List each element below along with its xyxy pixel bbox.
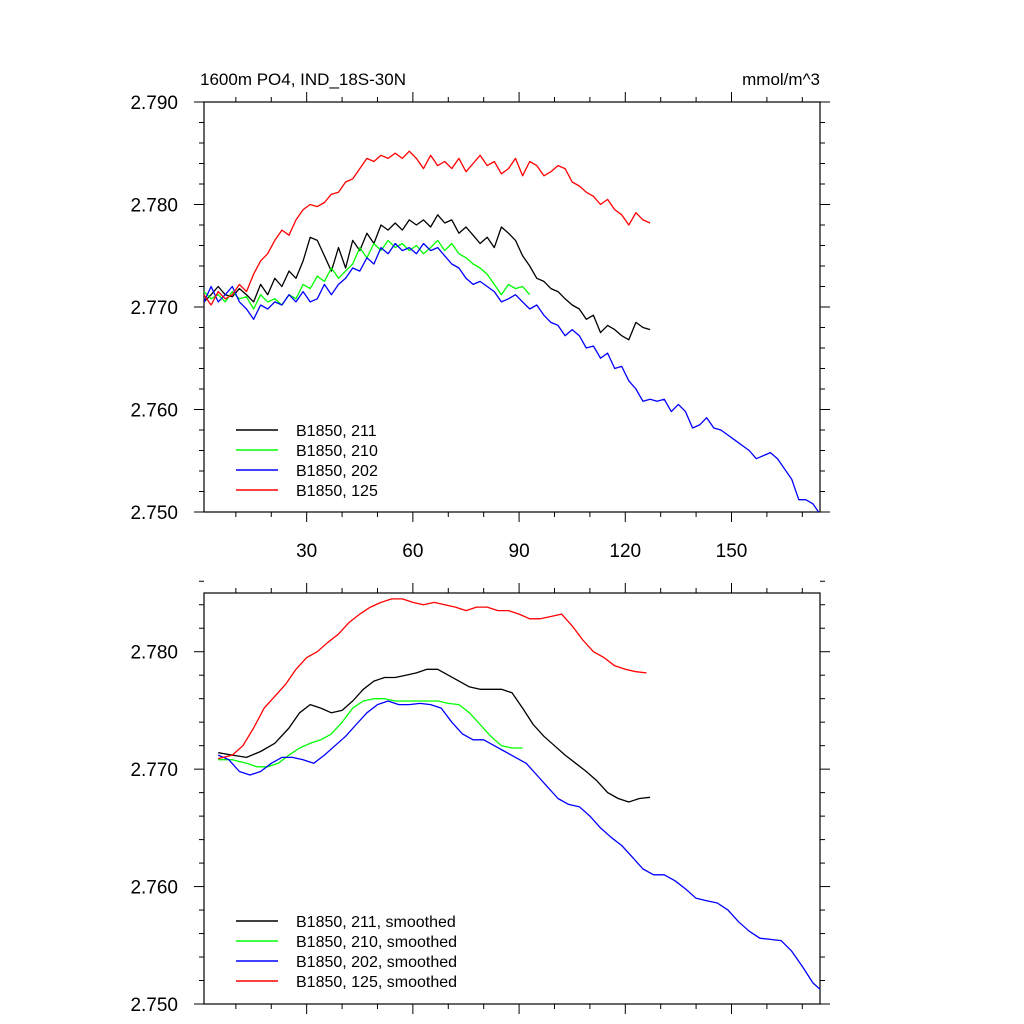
y-tick-label: 2.760 <box>130 401 178 422</box>
legend-label: B1850, 125, smoothed <box>296 974 457 991</box>
y-tick-label: 2.790 <box>130 93 178 114</box>
bottom-panel: 2.750 2.760 2.770 2.780 B1850, 211, smoothed… <box>130 580 830 1016</box>
series-line <box>204 150 651 306</box>
top-panel: 30 60 90 120 150 2.750 2.760 2.770 2.780 2.790 B18… <box>130 92 830 562</box>
legend-label: B1850, 202, smoothed <box>296 954 457 971</box>
series-line <box>217 700 820 991</box>
x-tick-label: 30 <box>296 541 317 562</box>
y-tick-label: 2.750 <box>130 995 178 1016</box>
plot-frame <box>203 592 821 1005</box>
series-line <box>218 698 523 768</box>
legend: B1850, 211, smoothed B1850, 210, smoothed… <box>236 914 457 991</box>
y-tick-label: 2.750 <box>130 503 178 524</box>
series-line <box>204 214 651 341</box>
x-tick-label: 120 <box>609 541 641 562</box>
y-tick-label: 2.780 <box>130 643 178 664</box>
series-line <box>218 668 651 803</box>
legend-label: B1850, 202 <box>296 463 378 480</box>
y-tick-label: 2.770 <box>130 760 178 781</box>
chart-title-left: 1600m PO4, IND_18S-30N <box>200 70 406 89</box>
x-tick-label: 150 <box>716 541 748 562</box>
legend-label: B1850, 210, smoothed <box>296 934 457 951</box>
legend-label: B1850, 211, smoothed <box>296 914 456 931</box>
x-tick-label: 60 <box>402 541 423 562</box>
y-tick-label: 2.770 <box>130 298 178 319</box>
chart-title-units: mmol/m^3 <box>742 70 820 89</box>
legend-label: B1850, 125 <box>296 483 378 500</box>
y-tick-label: 2.780 <box>130 196 178 217</box>
series-line <box>218 598 647 760</box>
y-tick-label: 2.760 <box>130 878 178 899</box>
legend-label: B1850, 210 <box>296 443 378 460</box>
legend: B1850, 211 B1850, 210 B1850, 202 B1850, 125 <box>236 423 378 500</box>
legend-label: B1850, 211 <box>296 423 377 440</box>
series-line <box>204 242 820 512</box>
x-tick-label: 90 <box>509 541 530 562</box>
